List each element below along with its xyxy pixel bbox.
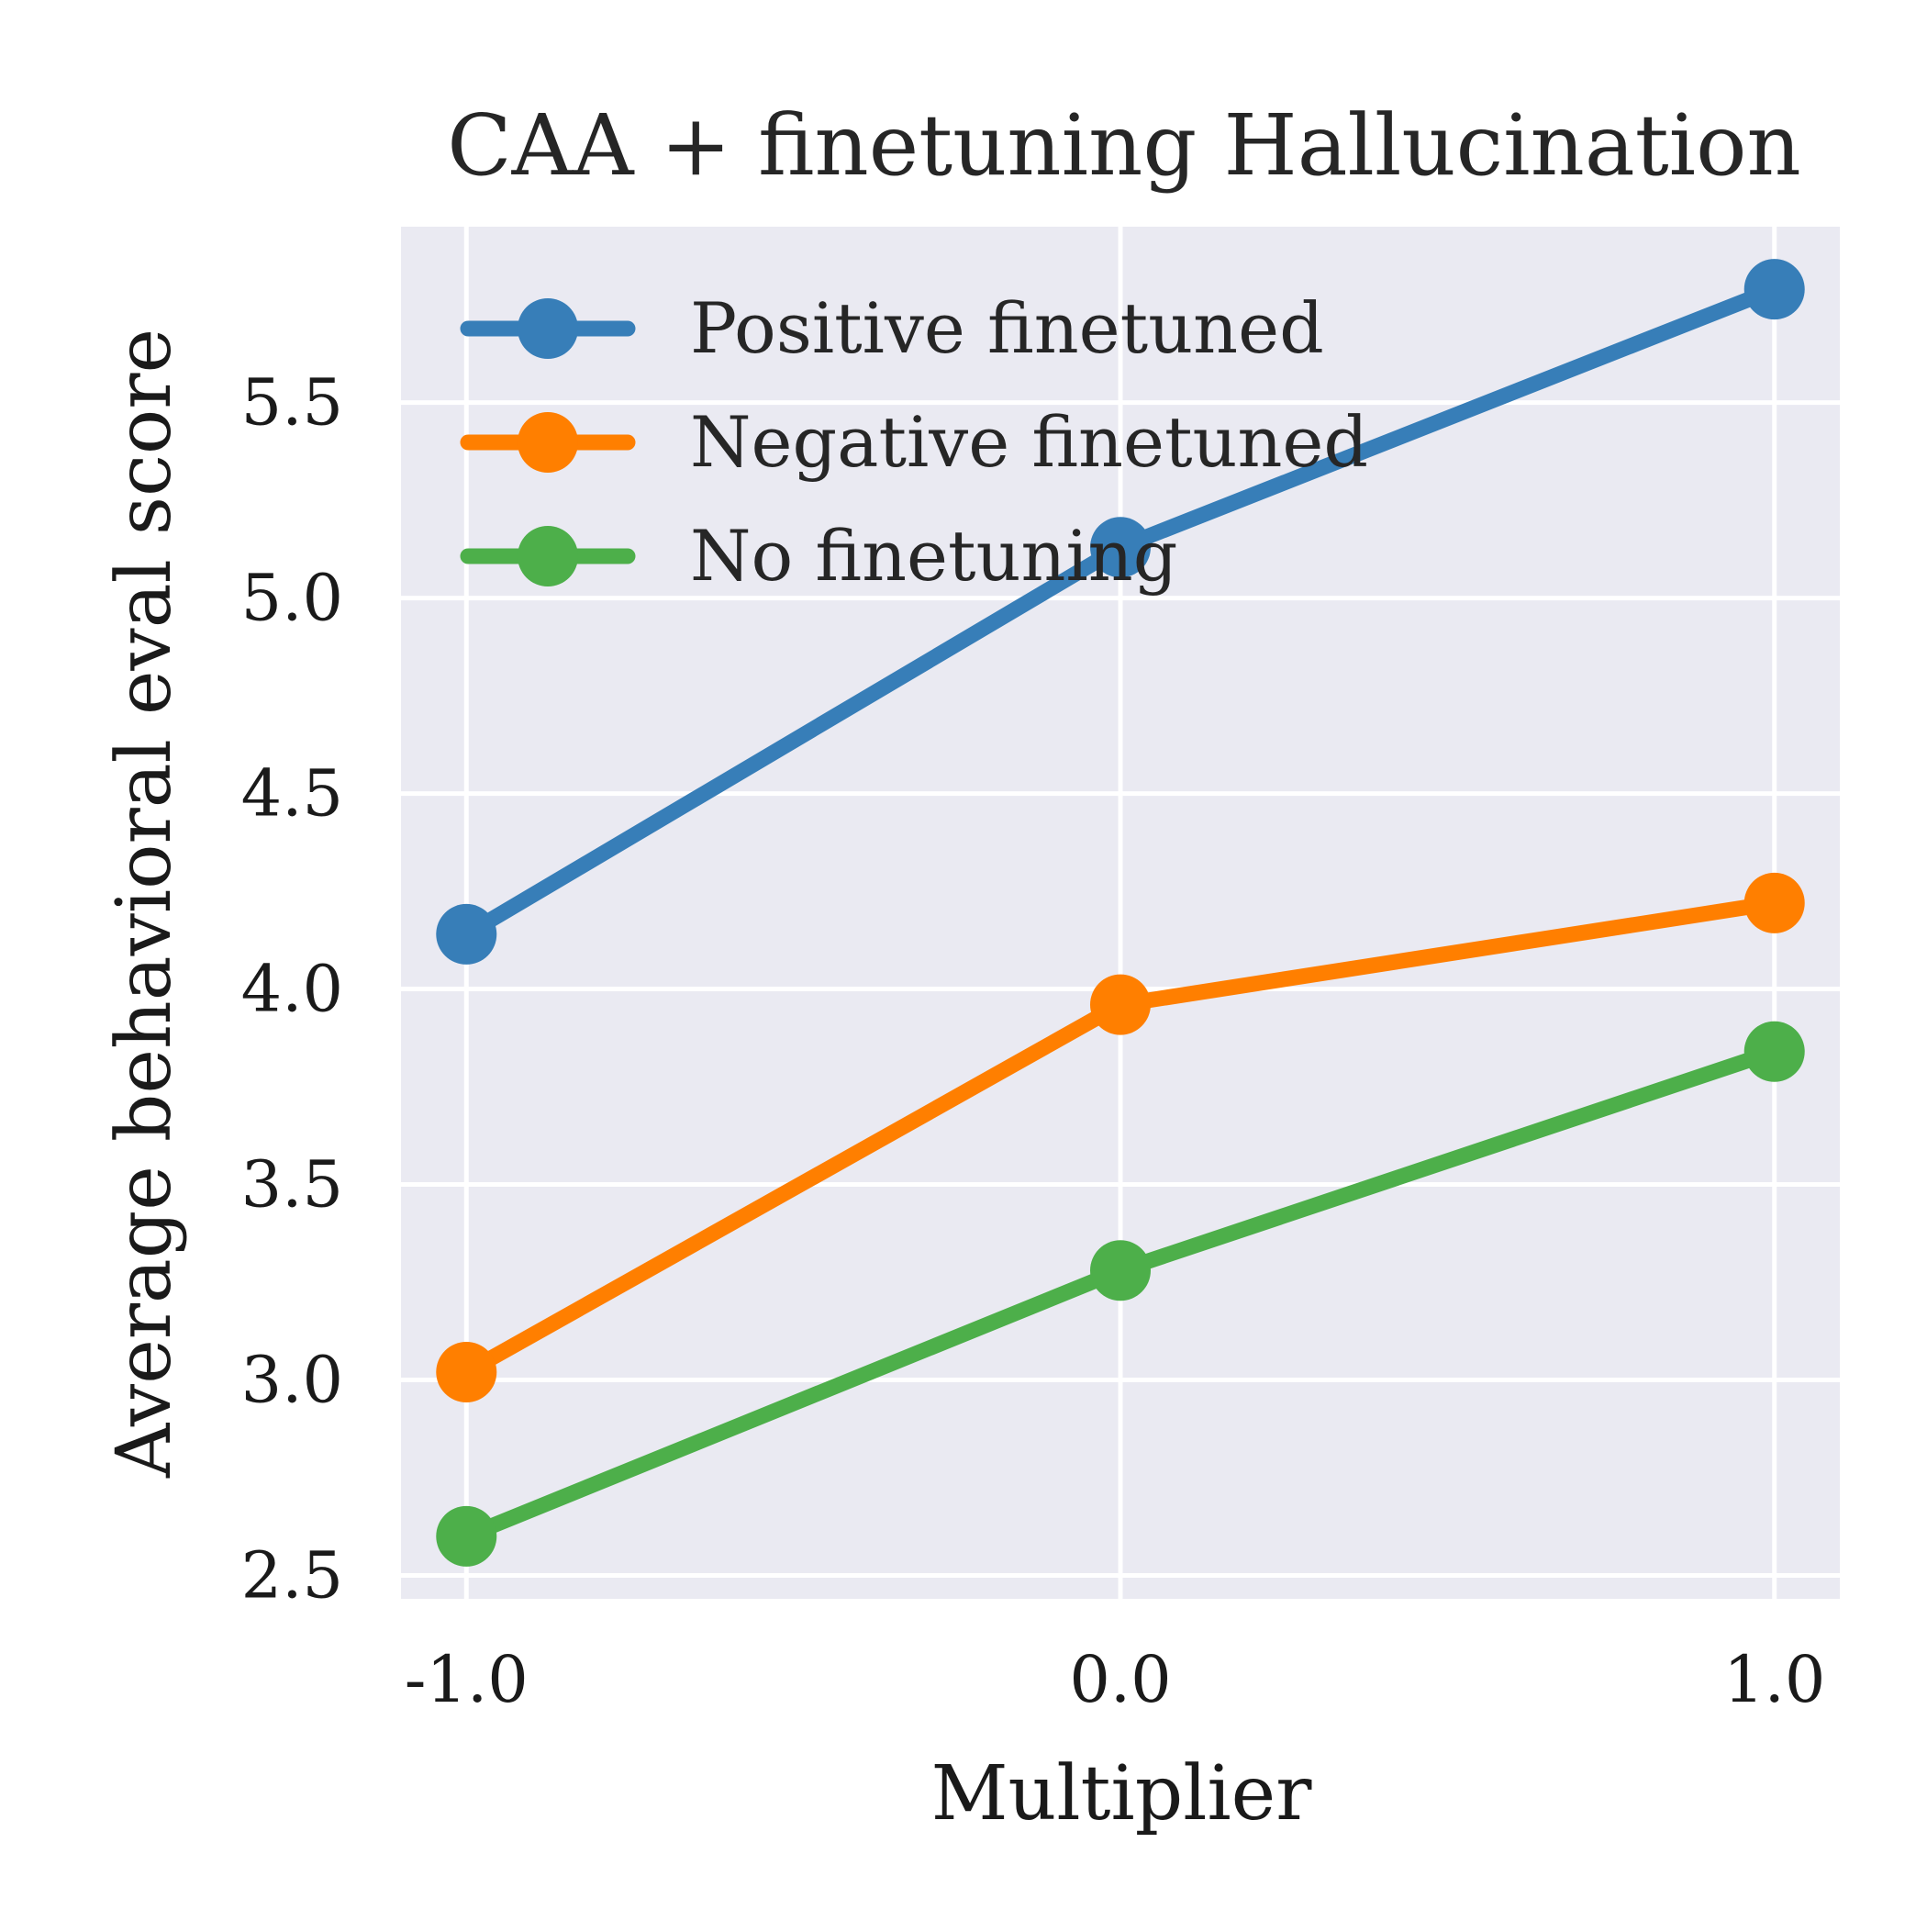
data-point [1090, 974, 1151, 1035]
legend-label: Negative finetuned [690, 401, 1368, 483]
x-tick-label: -1.0 [405, 1642, 529, 1717]
y-tick-label: 4.5 [241, 756, 343, 832]
legend-swatch-marker [518, 526, 578, 586]
data-point [1743, 259, 1805, 320]
plot-area [401, 227, 1840, 1599]
series-layer [436, 259, 1805, 1567]
series [436, 872, 1805, 1402]
x-tick-label: 0.0 [1069, 1642, 1171, 1717]
series [436, 1021, 1805, 1567]
chart-title: CAA + finetuning Hallucination [447, 96, 1800, 195]
legend-item: No finetuning [460, 515, 1177, 597]
y-tick-label: 5.5 [241, 365, 343, 441]
x-tick-label: 1.0 [1723, 1642, 1825, 1717]
legend: Positive finetuned Negative finetuned No f… [460, 287, 1368, 597]
data-point [1090, 1240, 1151, 1301]
y-axis-ticks: 2.5 3.0 3.5 4.0 4.5 5.0 5.5 [241, 365, 343, 1614]
legend-label: No finetuning [690, 515, 1177, 597]
y-axis-label: Average behavioral eval score [101, 329, 188, 1479]
y-tick-label: 4.0 [241, 952, 343, 1027]
legend-label: Positive finetuned [690, 287, 1324, 369]
data-point [436, 903, 497, 965]
legend-swatch-marker [518, 412, 578, 473]
y-tick-label: 2.5 [241, 1537, 343, 1613]
series [436, 259, 1805, 965]
data-point [436, 1505, 497, 1567]
legend-item: Positive finetuned [460, 287, 1324, 369]
x-axis-label: Multiplier [931, 1750, 1313, 1837]
data-point [1743, 1021, 1805, 1082]
legend-swatch-marker [518, 298, 578, 359]
data-point [1090, 517, 1151, 578]
data-point [1743, 872, 1805, 933]
y-tick-label: 3.5 [241, 1147, 343, 1223]
y-tick-label: 5.0 [241, 561, 343, 636]
y-tick-label: 3.0 [241, 1342, 343, 1417]
data-point [436, 1341, 497, 1402]
x-axis-ticks: -1.0 0.0 1.0 [405, 1642, 1826, 1717]
legend-item: Negative finetuned [460, 401, 1368, 483]
